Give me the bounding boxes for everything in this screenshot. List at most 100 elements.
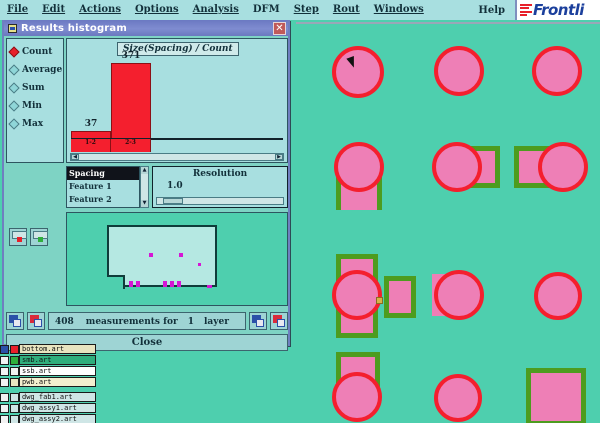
close-icon[interactable]: ✕ <box>273 21 286 35</box>
green-dot-icon <box>38 237 43 242</box>
menu-item-rout[interactable]: Rout <box>332 4 360 15</box>
highlight-red-icon[interactable] <box>9 228 27 246</box>
pad-circle[interactable] <box>538 142 588 192</box>
layer-checkbox[interactable] <box>0 392 9 402</box>
highlight-green-icon[interactable] <box>30 228 48 246</box>
layer-checkbox[interactable] <box>0 377 9 387</box>
logo-bars-icon <box>520 3 532 17</box>
measurement-marker <box>376 297 383 304</box>
pad-circle[interactable] <box>432 142 482 192</box>
pad-square-outline[interactable] <box>384 276 416 318</box>
menu-item-dfm[interactable]: DFM <box>252 4 280 15</box>
list-item[interactable]: dwg_assy2.art <box>0 414 96 423</box>
x-tick-label: 2-3 <box>111 139 151 152</box>
radio-min[interactable]: Min <box>8 97 63 115</box>
pad-square-outline[interactable] <box>526 368 586 423</box>
list-item[interactable]: ssb.art <box>0 366 96 376</box>
menu-item-file[interactable]: File <box>7 4 29 15</box>
radio-sum[interactable]: Sum <box>8 79 63 97</box>
pad-circle[interactable] <box>332 46 384 98</box>
list-item[interactable]: Spacing <box>67 167 139 180</box>
preview-marker <box>177 281 181 287</box>
list-item[interactable]: pwb.art <box>0 377 96 387</box>
window-menu-icon[interactable] <box>8 23 17 33</box>
window-tile-icon[interactable] <box>249 312 267 330</box>
list-item[interactable]: Feature 1 <box>69 181 112 191</box>
scroll-right-icon[interactable]: ▶ <box>275 154 283 160</box>
dialog-body: Count Average Sum Min Max Size(Spacing) … <box>4 36 288 351</box>
preview-marker <box>179 253 183 257</box>
radio-diamond-icon <box>8 64 20 76</box>
pad-circle[interactable] <box>532 46 582 96</box>
layer-color-swatch[interactable] <box>10 377 19 387</box>
layer-name[interactable]: dwg_fab1.art <box>19 392 96 402</box>
frontline-logo: Frontli <box>515 0 600 20</box>
pad-circle[interactable] <box>434 374 482 422</box>
scroll-up-icon[interactable]: ▲ <box>141 167 148 174</box>
layer-checkbox[interactable] <box>0 366 9 376</box>
list-item[interactable]: dwg_fab1.art <box>0 392 96 402</box>
dialog-title-bar[interactable]: Results histogram ✕ <box>4 20 288 36</box>
radio-diamond-icon <box>8 82 20 94</box>
list-item[interactable]: smb.art <box>0 355 96 365</box>
export-icon[interactable] <box>6 312 24 330</box>
chart-horizontal-scrollbar[interactable]: ◀ ▶ <box>70 153 284 161</box>
feature-list[interactable]: Spacing Feature 1 Feature 2 <box>66 166 140 208</box>
layer-checkbox[interactable] <box>0 355 9 365</box>
pad-square-fill <box>389 281 411 313</box>
scroll-down-icon[interactable]: ▼ <box>141 200 148 207</box>
list-item[interactable]: bottom.art <box>0 344 96 354</box>
menu-item-help[interactable]: Help <box>478 4 505 16</box>
layer-name[interactable]: dwg_assy1.art <box>19 403 96 413</box>
menu-item-options[interactable]: Options <box>134 4 179 15</box>
layer-name[interactable]: bottom.art <box>19 344 96 354</box>
layer-name[interactable]: pwb.art <box>19 377 96 387</box>
pcb-canvas[interactable] <box>296 22 600 423</box>
layer-color-swatch[interactable] <box>10 414 19 423</box>
chart-plot-area: 37 371 <box>71 41 283 140</box>
pad-circle[interactable] <box>332 372 382 422</box>
menu-item-edit[interactable]: Edit <box>42 4 66 15</box>
menu-item-analysis[interactable]: Analysis <box>192 4 239 15</box>
radio-count[interactable]: Count <box>8 43 63 61</box>
layer-name[interactable]: smb.art <box>19 355 96 365</box>
menu-item-actions[interactable]: Actions <box>79 4 121 15</box>
layer-color-swatch[interactable] <box>10 403 19 413</box>
pad-circle[interactable] <box>334 142 384 192</box>
board-notch <box>107 275 125 289</box>
list-item[interactable]: dwg_assy1.art <box>0 403 96 413</box>
pad-circle[interactable] <box>534 272 582 320</box>
resolution-slider[interactable] <box>156 197 284 205</box>
window-cascade-icon[interactable] <box>270 312 288 330</box>
table-row[interactable] <box>111 62 151 140</box>
radio-diamond-icon <box>8 118 20 130</box>
pad-circle[interactable] <box>434 46 484 96</box>
layer-color-swatch[interactable] <box>10 366 19 376</box>
print-icon[interactable] <box>27 312 45 330</box>
dialog-status-bar: 408 measurements for 1 layer <box>6 310 288 332</box>
pad-circle[interactable] <box>434 270 484 320</box>
radio-average[interactable]: Average <box>8 61 63 79</box>
preview-marker <box>149 253 153 257</box>
layer-checkbox[interactable] <box>0 344 9 354</box>
layer-checkbox[interactable] <box>0 414 9 423</box>
list-item[interactable]: Feature 2 <box>69 194 112 204</box>
layer-name[interactable]: dwg_assy2.art <box>19 414 96 423</box>
layer-name[interactable]: ssb.art <box>19 366 96 376</box>
layer-color-swatch[interactable] <box>10 392 19 402</box>
red-dot-icon <box>17 237 22 242</box>
radio-max[interactable]: Max <box>8 115 63 133</box>
layer-count: 1 <box>187 317 194 327</box>
menu-item-windows[interactable]: Windows <box>373 4 424 15</box>
resolution-slider-thumb[interactable] <box>163 198 183 204</box>
board-preview[interactable] <box>66 212 288 306</box>
dialog-title: Results histogram <box>21 22 128 34</box>
menu-item-step[interactable]: Step <box>293 4 319 15</box>
scroll-left-icon[interactable]: ◀ <box>71 154 79 160</box>
pad-circle[interactable] <box>332 270 382 320</box>
feature-list-scrollbar[interactable]: ▲ ▼ <box>140 166 149 208</box>
layer-color-swatch[interactable] <box>10 355 19 365</box>
preview-marker <box>198 263 201 266</box>
layer-checkbox[interactable] <box>0 403 9 413</box>
layer-color-swatch[interactable] <box>10 344 19 354</box>
